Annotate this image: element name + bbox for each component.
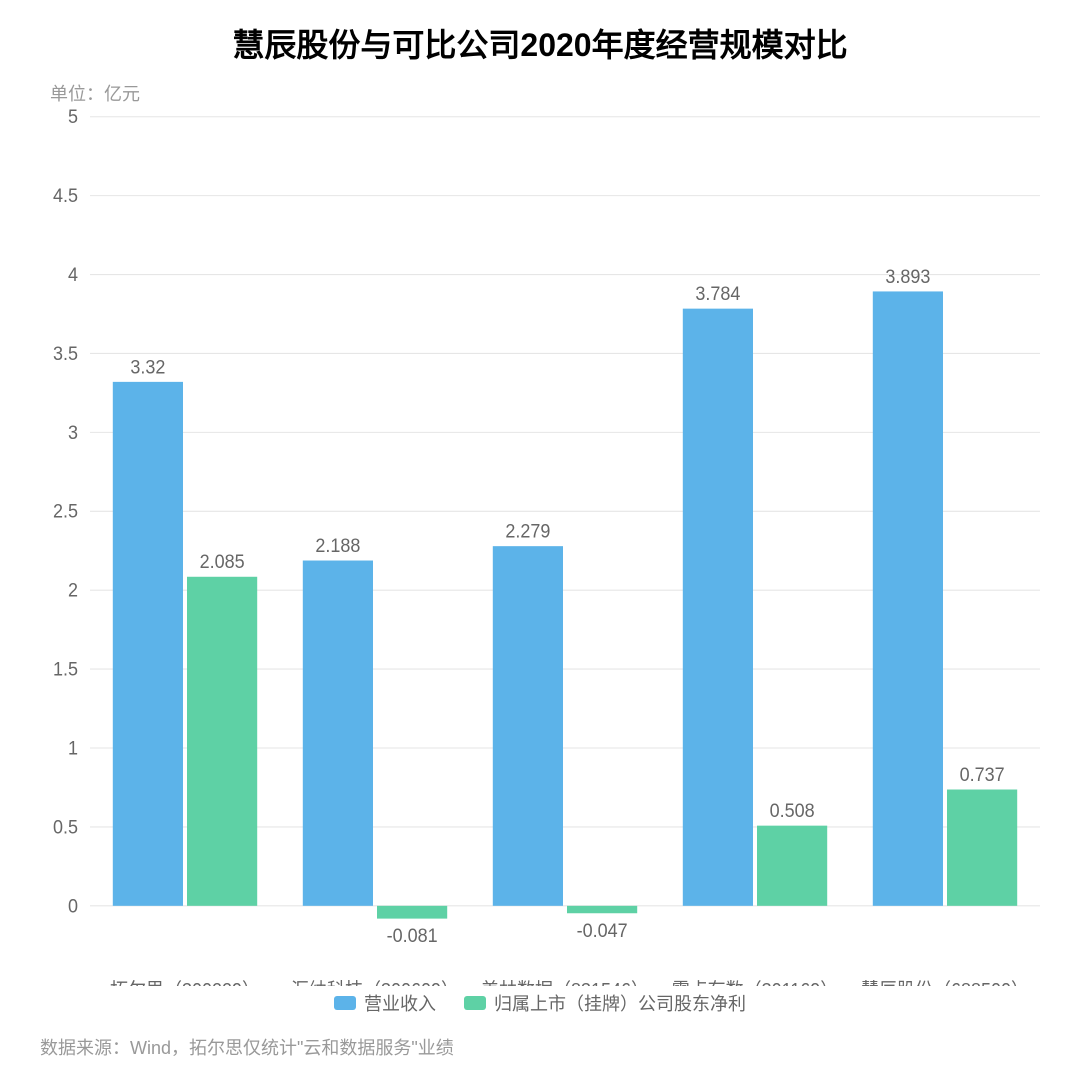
legend-item: 营业收入 — [334, 990, 436, 1016]
bar-value-label: 3.32 — [130, 356, 165, 378]
bar — [757, 826, 827, 906]
bar — [873, 291, 943, 905]
category-label: 汇纳科技（300609） — [291, 979, 459, 986]
legend-swatch — [464, 996, 486, 1010]
bar-value-label: -0.047 — [577, 919, 628, 941]
bar-value-label: 0.737 — [960, 763, 1005, 785]
y-tick-label: 1.5 — [53, 658, 78, 680]
chart-plot-area: 0 0.5 1 1.5 2 2.5 3 3.5 4 4.5 5 3.32 2.085 拓尔思（300229… — [30, 106, 1050, 986]
bar-value-label: 0.508 — [770, 799, 815, 821]
y-tick-label: 0 — [68, 895, 78, 917]
legend-label: 归属上市（挂牌）公司股东净利 — [494, 990, 746, 1016]
y-tick-label: 3.5 — [53, 342, 78, 364]
bar-value-label: 2.188 — [315, 534, 360, 556]
y-tick-label: 4.5 — [53, 184, 78, 206]
category-label: 零点有数（301169） — [672, 979, 839, 986]
chart-container: 慧辰股份与可比公司2020年度经营规模对比 单位：亿元 0 0.5 1 1.5 2 2.5… — [0, 0, 1080, 1080]
bar — [947, 790, 1017, 906]
category-label: 拓尔思（300229） — [110, 979, 260, 986]
source-label: 数据来源：Wind，拓尔思仅统计"云和数据服务"业绩 — [40, 1034, 1050, 1060]
bar — [567, 906, 637, 913]
y-tick-label: 5 — [68, 106, 78, 127]
y-tick-label: 2 — [68, 579, 78, 601]
category-label: 美林数据（831546） — [481, 979, 649, 986]
y-tick-label: 3 — [68, 421, 78, 443]
category-label: 慧辰股份（688500） — [861, 979, 1029, 986]
chart-svg: 0 0.5 1 1.5 2 2.5 3 3.5 4 4.5 5 3.32 2.085 拓尔思（300229… — [30, 106, 1050, 986]
y-tick-label: 1 — [68, 737, 78, 759]
bar — [303, 561, 373, 906]
chart-title: 慧辰股份与可比公司2020年度经营规模对比 — [30, 20, 1050, 66]
y-tick-label: 2.5 — [53, 500, 78, 522]
legend-item: 归属上市（挂牌）公司股东净利 — [464, 990, 746, 1016]
y-tick-label: 4 — [68, 263, 78, 285]
legend-swatch — [334, 996, 356, 1010]
bar — [187, 577, 257, 906]
bar-value-label: 2.085 — [200, 551, 245, 573]
bar — [493, 546, 563, 906]
bar — [113, 382, 183, 906]
bar-value-label: 3.784 — [695, 282, 740, 304]
legend: 营业收入 归属上市（挂牌）公司股东净利 — [30, 990, 1050, 1016]
y-tick-label: 0.5 — [53, 816, 78, 838]
unit-label: 单位：亿元 — [50, 80, 1050, 106]
bar — [377, 906, 447, 919]
bar — [683, 309, 753, 906]
bar-value-label: 2.279 — [505, 520, 550, 542]
legend-label: 营业收入 — [364, 990, 436, 1016]
bar-value-label: 3.893 — [885, 265, 930, 287]
bar-value-label: -0.081 — [387, 925, 438, 947]
